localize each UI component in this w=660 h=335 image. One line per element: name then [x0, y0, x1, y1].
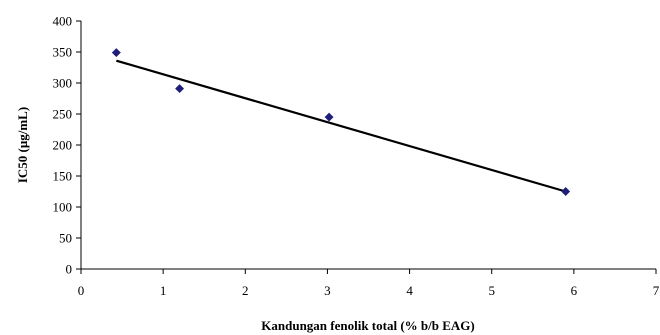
x-tick-label: 5 — [488, 283, 495, 298]
y-tick-label: 200 — [53, 138, 73, 153]
trendline — [116, 59, 566, 193]
x-tick-label: 7 — [653, 283, 660, 298]
y-tick-label: 100 — [53, 200, 73, 215]
x-tick-label: 3 — [324, 283, 331, 298]
y-axis: 0 50 100 150 200 250 300 350 400 — [53, 14, 82, 277]
y-axis-title: IC50 (μg/mL) — [15, 107, 30, 183]
x-axis: 0 1 2 3 4 5 6 7 — [78, 268, 660, 298]
x-tick-label: 2 — [242, 283, 249, 298]
y-tick-label: 400 — [53, 14, 73, 29]
data-point — [324, 112, 334, 122]
y-tick-label: 0 — [66, 262, 73, 277]
x-tick-label: 4 — [406, 283, 413, 298]
y-tick-label: 150 — [53, 169, 73, 184]
data-point — [175, 84, 185, 94]
data-point — [111, 48, 121, 58]
trendline-group — [116, 59, 566, 193]
x-tick-label: 6 — [571, 283, 578, 298]
x-axis-title: Kandungan fenolik total (% b/b EAG) — [261, 318, 474, 333]
data-points — [111, 48, 571, 197]
y-tick-label: 350 — [53, 45, 73, 60]
y-tick-label: 300 — [53, 76, 73, 91]
y-tick-label: 250 — [53, 107, 73, 122]
data-point — [561, 186, 571, 197]
x-tick-label: 0 — [78, 283, 85, 298]
x-tick-label: 1 — [160, 283, 167, 298]
y-tick-label: 50 — [59, 231, 72, 246]
